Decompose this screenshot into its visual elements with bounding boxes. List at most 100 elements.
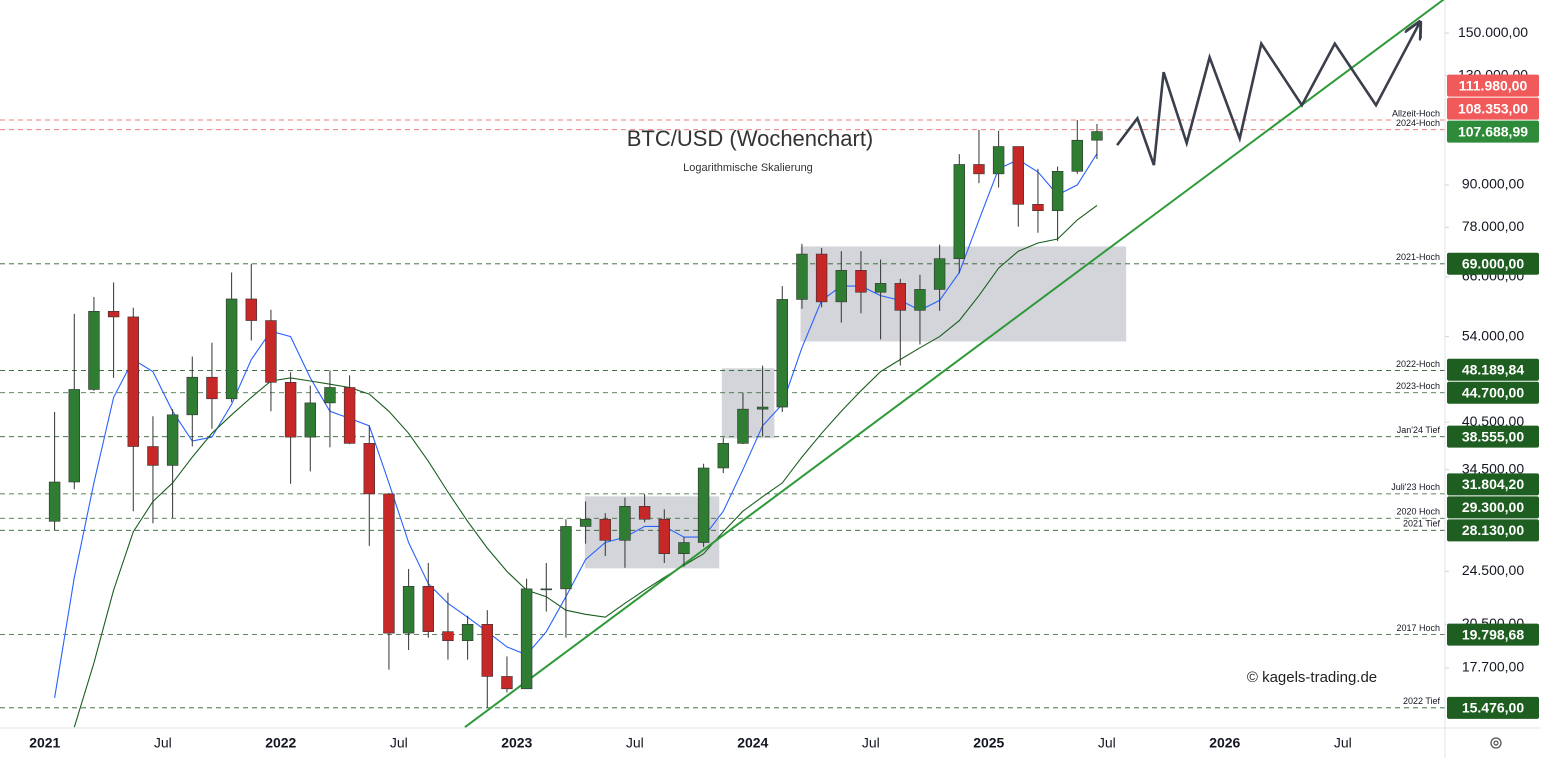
candle-body — [619, 506, 631, 541]
candle-body — [914, 289, 926, 311]
candle-body — [206, 376, 218, 400]
candle-body — [107, 311, 120, 318]
level-name: 2021 Tief — [1403, 519, 1441, 529]
candle-body — [422, 585, 434, 632]
candle-body — [1032, 204, 1044, 212]
price-label-box — [1447, 120, 1539, 143]
x-tick-label: Jul — [1334, 735, 1352, 751]
candle-body — [874, 283, 887, 293]
candle-body — [245, 298, 257, 321]
level-name: 2020 Hoch — [1396, 507, 1440, 517]
level-name: 2022 Tief — [1403, 696, 1441, 706]
candle-body — [461, 624, 474, 642]
moving-average — [54, 153, 1098, 698]
candle-body — [717, 443, 729, 469]
chart-subtitle: Logarithmische Skalierung — [683, 162, 813, 174]
settings-icon[interactable] — [1490, 737, 1502, 749]
x-tick-label: 2021 — [29, 735, 60, 751]
candle-body — [638, 506, 651, 520]
watermark: © kagels-trading.de — [1247, 669, 1377, 686]
x-tick-label: Jul — [390, 735, 408, 751]
x-tick-label: 2024 — [737, 735, 768, 751]
candle-body — [383, 493, 395, 634]
candle-body — [1071, 139, 1083, 172]
x-tick-label: Jul — [862, 735, 880, 751]
settings-icon-center — [1493, 740, 1499, 746]
price-label-box — [1447, 252, 1539, 275]
price-label: 44.700,00 — [1462, 384, 1524, 400]
candle-body — [343, 387, 356, 444]
price-label-box — [1447, 425, 1539, 448]
candle-body — [1091, 131, 1103, 141]
candle-body — [402, 585, 415, 634]
trendline — [464, 0, 1445, 729]
y-tick-label: 78.000,00 — [1462, 218, 1524, 234]
candle-body — [599, 518, 611, 541]
candle-body — [776, 299, 788, 408]
price-label: 107.688,99 — [1458, 123, 1528, 139]
candle-body — [481, 624, 493, 677]
x-tick-label: 2025 — [973, 735, 1004, 751]
candle-body — [894, 283, 906, 311]
candle-body — [166, 414, 179, 466]
candle-body — [540, 588, 552, 591]
price-label-box — [1447, 97, 1539, 120]
price-label-box — [1447, 696, 1539, 719]
candle-body — [953, 164, 965, 259]
level-name: 2021-Hoch — [1396, 252, 1440, 262]
candle-body — [127, 316, 139, 447]
candle-body — [658, 518, 670, 555]
candle-body — [501, 676, 513, 690]
candle-body — [363, 443, 375, 495]
price-label: 108.353,00 — [1458, 100, 1528, 116]
candle-body — [520, 588, 533, 690]
candle-body — [855, 270, 867, 293]
candle-body — [48, 481, 61, 522]
price-label-box — [1447, 623, 1539, 646]
candle-body — [1012, 146, 1024, 205]
candle-body — [835, 270, 847, 303]
candle-body — [88, 311, 100, 390]
y-tick-label: 90.000,00 — [1462, 176, 1524, 192]
x-tick-label: 2026 — [1209, 735, 1240, 751]
level-name: 2023-Hoch — [1396, 381, 1440, 391]
price-label-box — [1447, 381, 1539, 404]
price-label-box — [1447, 473, 1539, 496]
price-label: 38.555,00 — [1462, 428, 1524, 444]
price-label: 31.804,20 — [1462, 476, 1524, 492]
chart-title: BTC/USD (Wochenchart) — [627, 126, 874, 151]
moving-average — [73, 204, 1098, 728]
y-tick-label: 54.000,00 — [1462, 327, 1524, 343]
candle-body — [796, 253, 808, 300]
candle-body — [933, 258, 946, 290]
candle-body — [992, 146, 1005, 175]
level-name: Juli'23 Hoch — [1391, 482, 1440, 492]
candle-body — [186, 376, 198, 416]
x-tick-label: 2022 — [265, 735, 296, 751]
level-name: 2024-Hoch — [1396, 118, 1440, 128]
price-label-box — [1447, 496, 1539, 519]
y-tick-label: 34.500,00 — [1462, 460, 1524, 476]
candle-body — [815, 253, 828, 303]
projection — [1116, 22, 1420, 166]
y-tick-label: 150.000,00 — [1458, 24, 1528, 40]
y-tick-label: 24.500,00 — [1462, 562, 1524, 578]
price-label: 19.798,68 — [1462, 626, 1524, 642]
price-label: 29.300,00 — [1462, 499, 1524, 515]
price-label: 111.980,00 — [1459, 77, 1528, 93]
price-label-box — [1447, 74, 1539, 97]
y-tick-label: 17.700,00 — [1462, 659, 1524, 675]
level-name: Allzeit-Hoch — [1392, 108, 1440, 118]
y-tick-label: 40.500,00 — [1462, 413, 1524, 429]
candle-body — [265, 320, 277, 383]
x-tick-label: Jul — [626, 735, 644, 751]
price-label: 15.476,00 — [1462, 700, 1524, 716]
level-name: 2022-Hoch — [1396, 359, 1440, 369]
x-tick-label: 2023 — [501, 735, 532, 751]
candle-body — [442, 631, 454, 642]
candle-body — [973, 164, 985, 175]
candle-body — [697, 467, 710, 543]
candle-body — [1051, 171, 1064, 212]
candle-body — [579, 518, 592, 527]
candle-body — [560, 526, 572, 590]
